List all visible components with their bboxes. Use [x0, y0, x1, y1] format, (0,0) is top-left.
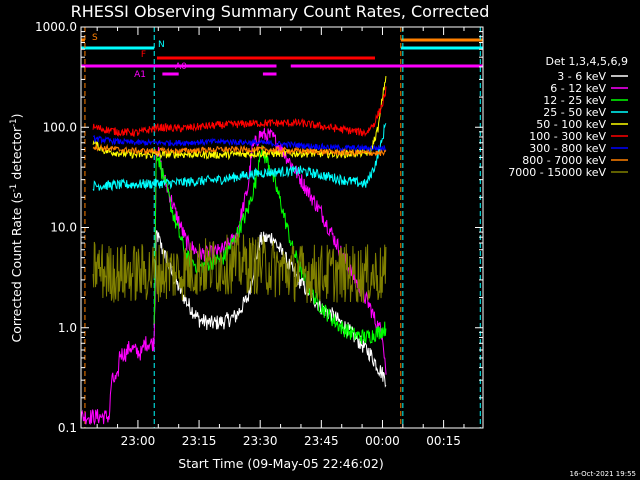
series-line — [92, 233, 387, 303]
axes: 0.1 1.0 10.0 100.0 1000.0 23:00 23:15 23:30 23:4… — [35, 20, 483, 448]
legend-label: 100 - 300 keV — [529, 130, 606, 143]
legend-title: Det 1,3,4,5,6,9 — [545, 55, 628, 68]
flag-label: A0 — [175, 62, 187, 72]
legend-label: 12 - 25 keV — [543, 94, 606, 107]
series-line — [92, 135, 387, 153]
series-line — [80, 128, 387, 426]
legend-label: 800 - 7000 keV — [522, 154, 606, 167]
legend-label: 50 - 100 keV — [536, 118, 606, 131]
x-tick-label: 23:00 — [121, 434, 156, 448]
legend-label: 7000 - 15000 keV — [508, 166, 606, 179]
x-axis-label: Start Time (09-May-05 22:46:02) — [178, 456, 383, 471]
series-line — [92, 123, 387, 192]
series-line — [92, 75, 387, 161]
y-tick-label: 1000.0 — [35, 20, 77, 34]
x-tick-label: 23:15 — [182, 434, 217, 448]
legend-label: 3 - 6 keV — [557, 70, 606, 83]
flag-label: S — [92, 33, 98, 43]
y-tick-label: 1.0 — [58, 321, 77, 335]
y-tick-label: 0.1 — [58, 421, 77, 435]
chart-title: RHESSI Observing Summary Count Rates, Co… — [71, 2, 490, 21]
series-line — [92, 143, 387, 158]
generated-timestamp: 16-Oct-2021 19:55 — [570, 470, 636, 478]
y-tick-label: 100.0 — [43, 120, 77, 134]
legend-label: 300 - 800 keV — [529, 142, 606, 155]
x-tick-label: 23:30 — [243, 434, 278, 448]
x-tick-label: 23:45 — [304, 434, 339, 448]
legend-label: 25 - 50 keV — [543, 106, 606, 119]
y-axis-label: Corrected Count Rate (s-1 detector-1) — [9, 114, 24, 343]
legend-label: 6 - 12 keV — [550, 82, 606, 95]
series-layer — [80, 75, 387, 426]
observing-flags: S N F A0 A1 — [81, 33, 483, 80]
x-tick-label: 00:00 — [365, 434, 400, 448]
flag-label: F — [141, 50, 146, 60]
flag-label: A1 — [134, 70, 146, 80]
flag-label: N — [158, 40, 165, 50]
series-line — [92, 86, 387, 138]
y-tick-label: 10.0 — [50, 221, 77, 235]
x-tick-label: 00:15 — [426, 434, 461, 448]
